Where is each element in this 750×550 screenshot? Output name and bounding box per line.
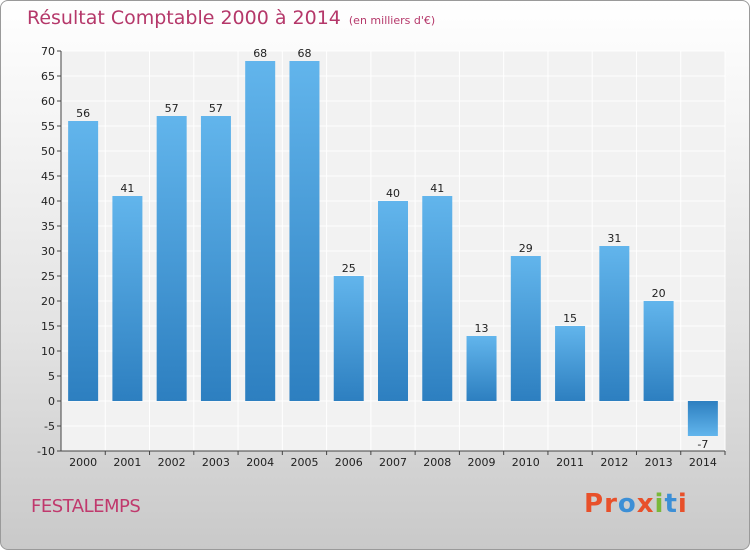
chart-title: Résultat Comptable 2000 à 2014 (en millie… <box>27 7 435 29</box>
logo-letter: t <box>664 489 678 519</box>
x-tick-label: 2004 <box>246 456 274 469</box>
bar-2014 <box>687 401 718 436</box>
chart-unit: (en milliers d'€) <box>348 14 436 27</box>
x-tick-label: 2003 <box>202 456 230 469</box>
commune-name: FESTALEMPS <box>31 496 141 517</box>
data-label-2012: 31 <box>607 232 621 245</box>
x-tick-label: 2005 <box>290 456 318 469</box>
bar-2001 <box>112 196 143 401</box>
y-tick-label: 10 <box>41 345 55 358</box>
y-tick-label: 70 <box>41 45 55 58</box>
bar-2003 <box>200 116 231 401</box>
logo-letter: x <box>636 489 655 519</box>
data-label-2002: 57 <box>165 102 179 115</box>
x-tick-label: 2007 <box>379 456 407 469</box>
bar-2004 <box>245 61 276 401</box>
logo-letter: i <box>677 489 688 519</box>
y-tick-label: 5 <box>48 370 55 383</box>
y-tick-label: 15 <box>41 320 55 333</box>
y-tick-label: 65 <box>41 70 55 83</box>
data-label-2006: 25 <box>342 262 356 275</box>
x-tick-label: 2011 <box>556 456 584 469</box>
y-tick-label: 30 <box>41 245 55 258</box>
data-label-2014: -7 <box>697 438 708 451</box>
y-tick-label: 50 <box>41 145 55 158</box>
data-label-2001: 41 <box>120 182 134 195</box>
x-tick-label: 2002 <box>158 456 186 469</box>
data-label-2009: 13 <box>475 322 489 335</box>
y-tick-label: 0 <box>48 395 55 408</box>
logo-letter: i <box>654 489 665 519</box>
y-tick-label: -5 <box>44 420 55 433</box>
data-label-2004: 68 <box>253 47 267 60</box>
y-tick-label: 25 <box>41 270 55 283</box>
y-tick-label: 60 <box>41 95 55 108</box>
bar-2008 <box>422 196 453 401</box>
x-tick-label: 2012 <box>600 456 628 469</box>
y-tick-label: -10 <box>37 445 55 458</box>
x-tick-label: 2014 <box>689 456 717 469</box>
logo-letter: P <box>584 489 605 519</box>
y-tick-label: 55 <box>41 120 55 133</box>
data-label-2013: 20 <box>652 287 666 300</box>
y-tick-label: 45 <box>41 170 55 183</box>
proxiti-logo: Proxiti <box>584 489 688 519</box>
bar-2011 <box>555 326 586 401</box>
bar-2012 <box>599 246 630 401</box>
x-tick-label: 2001 <box>113 456 141 469</box>
x-tick-label: 2008 <box>423 456 451 469</box>
bar-2009 <box>466 336 497 401</box>
data-label-2003: 57 <box>209 102 223 115</box>
bar-2013 <box>643 301 674 401</box>
y-tick-label: 20 <box>41 295 55 308</box>
logo-letter: o <box>617 489 637 519</box>
bar-2005 <box>289 61 320 401</box>
y-tick-label: 40 <box>41 195 55 208</box>
data-label-2008: 41 <box>430 182 444 195</box>
x-tick-label: 2006 <box>335 456 363 469</box>
data-label-2007: 40 <box>386 187 400 200</box>
bar-2000 <box>68 121 99 401</box>
data-label-2010: 29 <box>519 242 533 255</box>
data-label-2000: 56 <box>76 107 90 120</box>
logo-letter: r <box>604 489 618 519</box>
data-label-2011: 15 <box>563 312 577 325</box>
data-label-2005: 68 <box>297 47 311 60</box>
bar-2002 <box>156 116 187 401</box>
x-tick-label: 2000 <box>69 456 97 469</box>
chart-title-text: Résultat Comptable 2000 à 2014 <box>27 7 341 29</box>
bar-2006 <box>333 276 364 401</box>
y-tick-label: 35 <box>41 220 55 233</box>
bar-2010 <box>510 256 541 401</box>
x-tick-label: 2010 <box>512 456 540 469</box>
x-tick-label: 2009 <box>468 456 496 469</box>
x-tick-label: 2013 <box>645 456 673 469</box>
bar-2007 <box>378 201 408 401</box>
